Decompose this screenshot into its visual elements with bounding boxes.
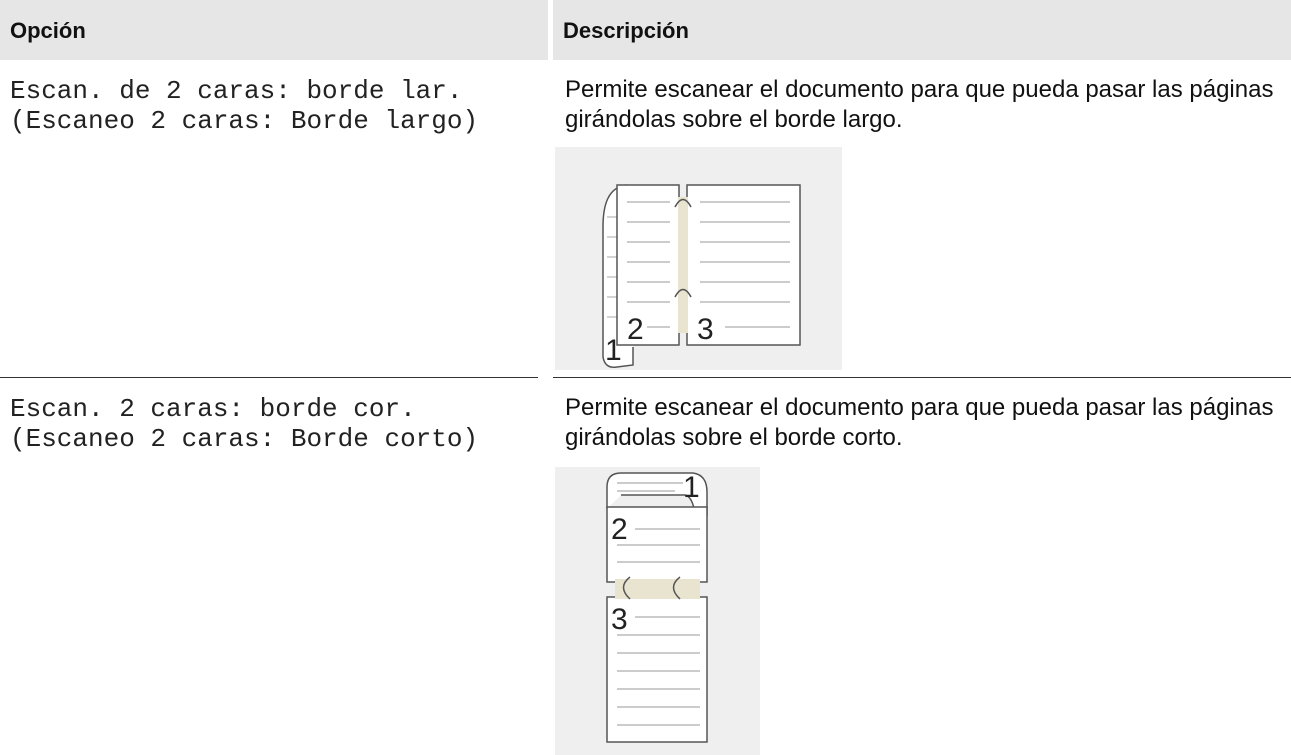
long-edge-figure: 1 2 3 (555, 147, 842, 370)
header-cell: Descripción (553, 0, 1291, 60)
description: Permite escanear el documento para que p… (565, 76, 1274, 133)
page-number: 2 (611, 513, 628, 546)
option-line: Escan. de 2 caras: borde lar. (10, 76, 463, 106)
option-text: Escan. 2 caras: borde cor. (Escaneo 2 ca… (10, 394, 478, 454)
row-divider (0, 377, 538, 378)
page-number: 1 (605, 334, 622, 367)
short-edge-figure: 1 2 3 (555, 467, 760, 755)
page-number: 3 (611, 603, 628, 636)
description: Permite escanear el documento para que p… (565, 394, 1274, 451)
header-text: Descripción (563, 18, 689, 43)
option-line: (Escaneo 2 caras: Borde largo) (10, 106, 479, 136)
option-text: Escan. de 2 caras: borde lar. (Escaneo 2… (10, 76, 478, 136)
header-cell: Opción (0, 0, 548, 60)
page-number: 3 (697, 313, 714, 346)
header-text: Opción (10, 18, 86, 43)
option-line: (Escaneo 2 caras: Borde corto) (10, 424, 479, 454)
option-line: Escan. 2 caras: borde cor. (10, 394, 416, 424)
page-number: 1 (683, 471, 700, 504)
row-divider (553, 377, 1291, 378)
page-number: 2 (627, 313, 644, 346)
